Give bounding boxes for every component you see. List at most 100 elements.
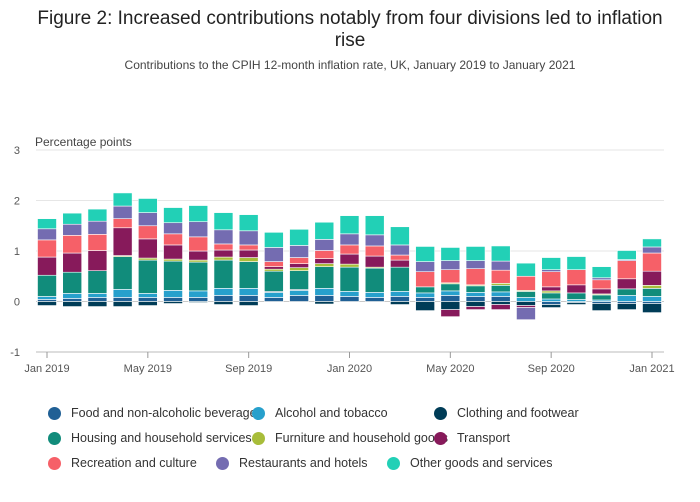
- bar-segment: Aug 2019 — Recreation and culture: 0.12: [213, 243, 234, 251]
- legend-item: Transport: [434, 431, 510, 445]
- bar-segment: Aug 2020 — Clothing and footwear: -0.08: [516, 301, 536, 306]
- legend-label: Recreation and culture: [71, 456, 197, 470]
- y-tick-label: 2: [14, 196, 20, 208]
- bar-segment: Jul 2020 — Other goods and services: 0.3: [490, 245, 511, 262]
- bar-segment: Jan 2020 — Housing and household service…: [339, 266, 360, 292]
- chart-subtitle: Contributions to the CPIH 12-month infla…: [124, 58, 576, 72]
- y-tick-label: -1: [10, 347, 20, 359]
- bar-segment: Jan 2021 — Furniture and household goods…: [642, 285, 662, 289]
- bar-segment: Nov 2019 — Furniture and household goods…: [289, 267, 309, 271]
- x-tick-label: Sep 2019: [225, 363, 272, 375]
- bar-segment: Jun 2019 — Restaurants and hotels: 0.22: [163, 222, 183, 235]
- legend-swatch: [48, 456, 61, 470]
- x-tick-label: Sep 2020: [528, 363, 575, 375]
- bar-segment: Jun 2019 — Housing and household service…: [163, 260, 183, 291]
- bar-segment: Jan 2021 — Recreation and culture: 0.36: [642, 252, 662, 272]
- bar-segment: Sep 2019 — Alcohol and tobacco: 0.14: [238, 288, 259, 296]
- bar-segment: Jun 2019 — Transport: 0.28: [163, 244, 183, 260]
- bar-segment: Feb 2020 — Alcohol and tobacco: 0.1: [364, 292, 385, 298]
- x-tick-label: May 2020: [426, 363, 474, 375]
- bar-segment: Jan 2021 — Alcohol and tobacco: 0.1: [642, 296, 662, 302]
- bar-segment: Feb 2020 — Recreation and culture: 0.2: [364, 245, 385, 257]
- bar-segment: Dec 2019 — Clothing and footwear: -0.05: [314, 301, 335, 305]
- bar-segment: Jan 2020 — Restaurants and hotels: 0.22: [339, 233, 360, 246]
- legend-item: Other goods and services: [387, 456, 552, 470]
- y-tick-label: 3: [14, 145, 20, 157]
- bar-segment: Jul 2020 — Restaurants and hotels: 0.18: [490, 260, 511, 271]
- bar-segment: May 2020 — Recreation and culture: 0.26: [440, 269, 461, 284]
- bar-segment: May 2019 — Alcohol and tobacco: 0.08: [138, 293, 158, 298]
- bar-segment: Oct 2020 — Housing and household service…: [566, 292, 587, 300]
- bar-segment: Oct 2020 — Other goods and services: 0.2…: [566, 256, 587, 270]
- bar-segment: Jan 2019 — Housing and household service…: [37, 274, 57, 297]
- legend-item: Food and non-alcoholic beverages: [48, 406, 263, 420]
- legend-label: Food and non-alcoholic beverages: [71, 406, 263, 420]
- bar-segment: Mar 2019 — Clothing and footwear: -0.1: [87, 301, 108, 307]
- bar-segment: Aug 2020 — Alcohol and tobacco: 0.08: [516, 297, 536, 302]
- bar-segment: Apr 2020 — Recreation and culture: 0.3: [415, 271, 435, 288]
- bar-segment: Feb 2019 — Alcohol and tobacco: 0.1: [62, 293, 83, 299]
- bar-segment: Oct 2020 — Clothing and footwear: -0.04: [566, 302, 587, 305]
- bar-segment: Nov 2019 — Restaurants and hotels: 0.24: [289, 245, 309, 258]
- bar-segment: Nov 2020 — Housing and household service…: [591, 294, 612, 301]
- bar-segment: Sep 2019 — Transport: 0.15: [238, 249, 259, 258]
- legend-label: Restaurants and hotels: [239, 456, 368, 470]
- bar-segment: Oct 2019 — Recreation and culture: 0.1: [264, 261, 284, 267]
- bar-segment: Jul 2019 — Food and non-alcoholic bevera…: [188, 297, 209, 302]
- legend-swatch: [216, 456, 229, 470]
- bar-segment: Mar 2020 — Alcohol and tobacco: 0.1: [390, 291, 410, 297]
- bar-segment: Dec 2020 — Food and non-alcoholic bevera…: [616, 301, 637, 304]
- bar-segment: Apr 2019 — Restaurants and hotels: 0.25: [112, 205, 133, 219]
- bar-segment: Jan 2020 — Furniture and household goods…: [339, 263, 360, 268]
- bar-segment: Nov 2019 — Other goods and services: 0.3…: [289, 228, 309, 246]
- bar-segment: Oct 2020 — Recreation and culture: 0.3: [566, 269, 587, 286]
- bar-segment: Sep 2019 — Housing and household service…: [238, 261, 259, 289]
- bar-segment: Feb 2019 — Restaurants and hotels: 0.22: [62, 223, 83, 236]
- bar-segment: Jul 2020 — Alcohol and tobacco: 0.09: [490, 291, 511, 297]
- bar-segment: Sep 2020 — Recreation and culture: 0.3: [541, 271, 561, 288]
- bar-segment: Jul 2019 — Transport: 0.18: [188, 250, 209, 261]
- bar-segment: Jul 2019 — Alcohol and tobacco: 0.13: [188, 290, 209, 298]
- bar-segment: Dec 2019 — Recreation and culture: 0.16: [314, 250, 335, 259]
- bar-segment: Dec 2020 — Other goods and services: 0.1…: [616, 250, 637, 260]
- legend-label: Housing and household services: [71, 431, 252, 445]
- bar-segment: Jul 2020 — Furniture and household goods…: [490, 283, 511, 286]
- bar-segment: Jun 2020 — Recreation and culture: 0.32: [465, 268, 486, 286]
- bar-segment: Aug 2019 — Restaurants and hotels: 0.28: [213, 229, 234, 245]
- bar-segment: Apr 2020 — Housing and household service…: [415, 286, 435, 294]
- x-tick-label: Jan 2021: [629, 363, 674, 375]
- legend-label: Furniture and household goods: [275, 431, 449, 445]
- legend-swatch: [434, 406, 447, 420]
- bar-segment: Mar 2020 — Clothing and footwear: -0.06: [390, 301, 410, 305]
- bar-segment: Nov 2020 — Food and non-alcoholic bevera…: [591, 301, 612, 304]
- chart-plot-area: Percentage points 3 2 1 0 -1 Jan 2019 — Food a…: [10, 135, 674, 375]
- bar-segment: Sep 2020 — Housing and household service…: [541, 292, 561, 300]
- legend-swatch: [252, 406, 265, 420]
- bar-segment: Sep 2019 — Other goods and services: 0.3…: [238, 214, 259, 232]
- bar-segment: Apr 2019 — Housing and household service…: [112, 256, 133, 290]
- bar-segment: Mar 2019 — Restaurants and hotels: 0.26: [87, 220, 108, 235]
- bar-segment: Jan 2019 — Restaurants and hotels: 0.22: [37, 228, 57, 241]
- bar-segment: May 2019 — Furniture and household goods…: [138, 257, 158, 261]
- bar-segment: Jun 2020 — Food and non-alcoholic bevera…: [465, 296, 486, 302]
- x-tick-label: Jan 2020: [327, 363, 372, 375]
- bar-segment: Dec 2019 — Restaurants and hotels: 0.22: [314, 239, 335, 251]
- bar-segment: Oct 2019 — Housing and household service…: [264, 270, 284, 292]
- bar-segment: Dec 2019 — Alcohol and tobacco: 0.14: [314, 288, 335, 296]
- bar-segment: May 2019 — Transport: 0.38: [138, 238, 158, 259]
- bar-segment: Aug 2019 — Food and non-alcoholic bevera…: [213, 295, 234, 302]
- bar-segment: Sep 2019 — Furniture and household goods…: [238, 257, 259, 262]
- bar-segment: May 2020 — Other goods and services: 0.2…: [440, 247, 461, 261]
- bar-segment: Feb 2020 — Restaurants and hotels: 0.22: [364, 234, 385, 247]
- bar-segment: May 2019 — Clothing and footwear: -0.08: [138, 301, 158, 306]
- bar-segment: Jul 2020 — Housing and household service…: [490, 285, 511, 293]
- bar-segment: Jan 2019 — Recreation and culture: 0.34: [37, 239, 57, 258]
- bar-segment: Jan 2020 — Recreation and culture: 0.18: [339, 244, 360, 255]
- bar-segment: Nov 2019 — Housing and household service…: [289, 270, 309, 290]
- bar-segment: May 2020 — Clothing and footwear: -0.16: [440, 301, 461, 310]
- bar-segment: Mar 2019 — Recreation and culture: 0.32: [87, 234, 108, 251]
- bar-segment: Nov 2020 — Transport: 0.1: [591, 288, 612, 295]
- bar-segment: Dec 2020 — Recreation and culture: 0.36: [616, 260, 637, 280]
- bar-segment: Jun 2020 — Clothing and footwear: -0.1: [465, 301, 486, 307]
- bar-segment: Oct 2019 — Other goods and services: 0.3: [264, 232, 284, 248]
